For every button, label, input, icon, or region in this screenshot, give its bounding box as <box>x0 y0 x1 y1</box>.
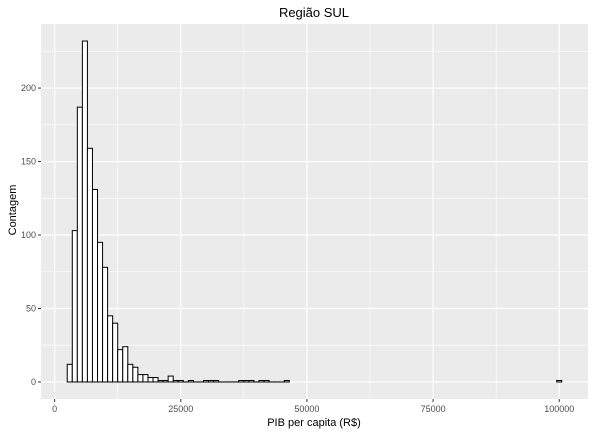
histogram-bar <box>122 346 129 383</box>
histogram-bar <box>213 379 220 383</box>
x-tick-label: 75000 <box>421 404 446 414</box>
plot-panel <box>41 24 588 399</box>
histogram-bar <box>66 363 73 383</box>
x-axis-label: PIB per capita (R$) <box>267 417 361 429</box>
histogram-bars <box>66 40 563 383</box>
histogram-bar <box>97 241 104 383</box>
chart-title: Região SUL <box>279 5 349 20</box>
histogram-bar <box>157 379 164 383</box>
histogram-bar <box>86 147 93 383</box>
histogram-bar <box>162 379 169 383</box>
x-axis: 0 25000 50000 75000 100000 <box>52 399 574 414</box>
histogram-bar <box>238 379 245 383</box>
histogram-bar <box>167 375 174 383</box>
histogram-bar <box>258 379 265 383</box>
histogram-bar <box>76 106 83 383</box>
x-tick-label: 0 <box>52 404 57 414</box>
histogram-bar <box>556 379 563 383</box>
histogram-bar <box>147 377 154 383</box>
x-tick-label: 25000 <box>168 404 193 414</box>
histogram-bar <box>132 366 139 383</box>
histogram-bar <box>263 379 270 383</box>
grid-minor <box>41 24 588 399</box>
histogram-bar <box>91 188 99 383</box>
histogram-bar <box>208 379 215 383</box>
x-tick-label: 50000 <box>294 404 319 414</box>
histogram-bar <box>283 379 290 383</box>
histogram-bar <box>142 374 149 383</box>
histogram-bar <box>187 379 194 383</box>
histogram-bar <box>243 379 250 383</box>
y-tick-label: 200 <box>21 83 36 93</box>
y-axis: 0 50 100 150 200 <box>21 83 41 387</box>
histogram-bar <box>71 230 78 383</box>
histogram-bar <box>152 377 159 383</box>
histogram-bar <box>177 379 184 383</box>
histogram-bar <box>202 379 210 383</box>
histogram-bar <box>172 379 179 383</box>
y-tick-label: 150 <box>21 157 36 167</box>
y-tick-label: 0 <box>31 377 36 387</box>
histogram-bar <box>102 266 109 383</box>
histogram-bar <box>127 363 134 383</box>
y-tick-label: 100 <box>21 230 36 240</box>
x-tick-label: 100000 <box>544 404 574 414</box>
y-axis-label: Contagem <box>7 185 19 236</box>
grid-major <box>41 24 588 399</box>
histogram-bar <box>117 349 124 383</box>
histogram-bar <box>137 374 144 383</box>
histogram-bar <box>81 40 88 383</box>
y-tick-label: 50 <box>26 303 36 313</box>
histogram-bar <box>112 322 119 383</box>
histogram-bar <box>107 315 114 383</box>
histogram-bar <box>248 379 255 383</box>
